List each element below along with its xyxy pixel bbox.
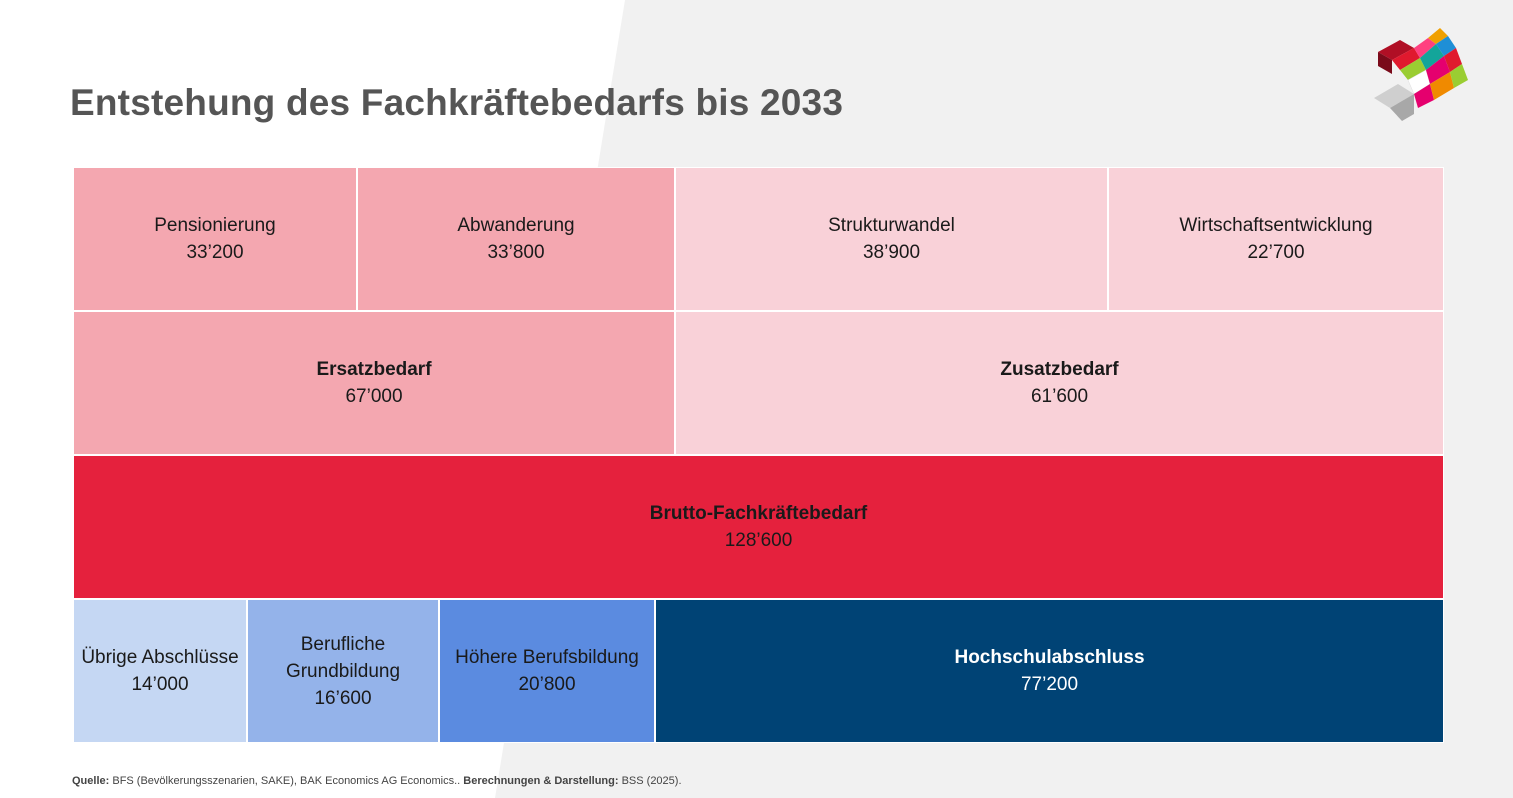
cell-value: 20’800 xyxy=(518,674,576,695)
cell-value: 38’900 xyxy=(862,242,921,263)
cell-label: Übrige Abschlüsse xyxy=(81,647,239,668)
credits-text: BSS (2025). xyxy=(618,775,682,787)
cell-value: 67’000 xyxy=(345,386,403,407)
cell-value: 61’600 xyxy=(1030,386,1089,407)
cell-abwanderung: Abwanderung 33’800 xyxy=(357,167,675,311)
credits-label: Berechnungen & Darstellung: xyxy=(463,775,619,787)
cell-label: Strukturwandel xyxy=(828,215,955,236)
cell-label: Hochschulabschluss xyxy=(954,647,1145,668)
source-label: Quelle: xyxy=(72,775,110,787)
cell-value: 128’600 xyxy=(724,530,793,551)
cell-höhere-berufsbildung: Höhere Berufsbildung 20’800 xyxy=(439,599,655,743)
cell-label: Zusatzbedarf xyxy=(1000,359,1119,380)
cell-berufliche-grundbildung: Berufliche Grundbildung 16’600 xyxy=(247,599,439,743)
cell-value: 33’800 xyxy=(487,242,545,263)
cell-label: Abwanderung xyxy=(457,215,575,236)
logo-icon xyxy=(1374,28,1468,121)
cell-label: Ersatzbedarf xyxy=(316,359,432,380)
cell-value: 22’700 xyxy=(1247,242,1305,263)
cell-label: Brutto-Fachkräftebedarf xyxy=(649,503,868,524)
cell-label: Berufliche Grundbildung xyxy=(285,633,401,682)
cell-value: 77’200 xyxy=(1020,674,1079,695)
cell-value: 33’200 xyxy=(186,242,244,263)
cell-value: 14’000 xyxy=(131,674,189,695)
cell-hochschulabschluss: Hochschulabschluss 77’200 xyxy=(655,599,1444,743)
cell-label: Pensionierung xyxy=(154,215,276,236)
page-title: Entstehung des Fachkräftebedarfs bis 203… xyxy=(70,82,844,123)
cell-value: 16’600 xyxy=(314,687,372,709)
cell-übrige-abschlüsse: Übrige Abschlüsse 14’000 xyxy=(73,599,247,743)
cell-strukturwandel: Strukturwandel 38’900 xyxy=(675,167,1108,311)
cell-label: Wirtschaftsentwicklung xyxy=(1179,215,1373,236)
cell-zusatzbedarf: Zusatzbedarf 61’600 xyxy=(675,311,1444,455)
cell-brutto-fachkräftebedarf: Brutto-Fachkräftebedarf 128’600 xyxy=(73,455,1444,599)
cell-ersatzbedarf: Ersatzbedarf 67’000 xyxy=(73,311,675,455)
source-note: Quelle: BFS (Bevölkerungsszenarien, SAKE… xyxy=(72,775,682,787)
cell-pensionierung: Pensionierung 33’200 xyxy=(73,167,357,311)
cell-label: Höhere Berufsbildung xyxy=(455,647,639,668)
source-text: BFS (Bevölkerungsszenarien, SAKE), BAK E… xyxy=(109,775,464,787)
cell-wirtschaftsentwicklung: Wirtschaftsentwicklung 22’700 xyxy=(1108,167,1444,311)
